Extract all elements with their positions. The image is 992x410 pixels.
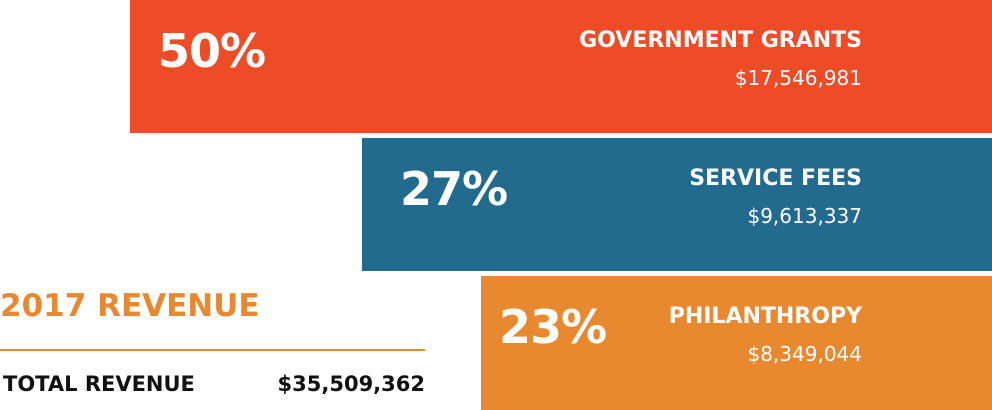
- title: 2017 REVENUE: [0, 288, 260, 324]
- segment-percent: 23%: [499, 300, 607, 354]
- segment-label: PHILANTHROPY: [668, 304, 862, 329]
- segment-box: 50% GOVERNMENT GRANTS $17,546,981: [130, 0, 992, 133]
- segment-label: SERVICE FEES: [689, 166, 862, 191]
- total-value: $35,509,362: [277, 372, 425, 396]
- segment-percent: 50%: [158, 24, 266, 78]
- segment-label: GOVERNMENT GRANTS: [579, 28, 862, 53]
- segment-amount: $8,349,044: [747, 342, 862, 366]
- divider: [0, 349, 425, 351]
- segment-amount: $17,546,981: [734, 66, 862, 90]
- segment-box: 23% PHILANTHROPY $8,349,044: [481, 276, 992, 410]
- segment-amount: $9,613,337: [747, 204, 862, 228]
- total-label: TOTAL REVENUE: [3, 372, 195, 396]
- segment-percent: 27%: [400, 162, 508, 216]
- segment-box: 27% SERVICE FEES $9,613,337: [362, 138, 992, 271]
